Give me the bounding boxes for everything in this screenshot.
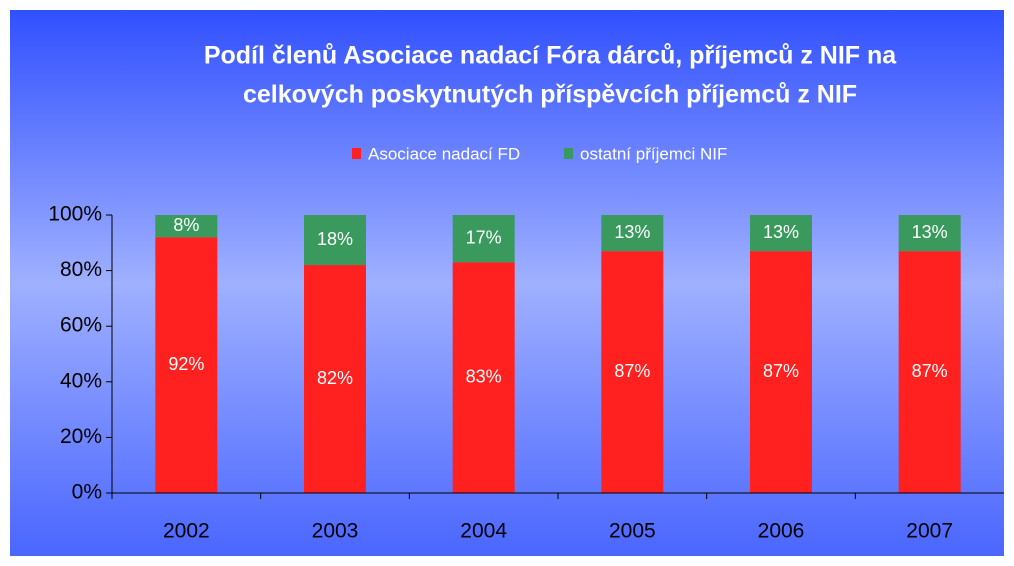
data-label: 87%	[614, 361, 650, 381]
x-tick-label: 2006	[758, 520, 805, 543]
x-tick-label: 2005	[609, 520, 656, 543]
data-label: 83%	[466, 366, 502, 386]
x-tick-label: 2007	[906, 520, 953, 543]
x-tick-label: 2004	[460, 520, 507, 543]
data-label: 13%	[912, 222, 948, 242]
bar-segment	[155, 237, 218, 493]
x-tick-label: 2003	[312, 520, 359, 543]
chart-title: celkových poskytnutých příspěvcích příje…	[243, 81, 857, 109]
bar-segment	[601, 251, 664, 493]
legend-label: Asociace nadací FD	[368, 144, 520, 163]
data-label: 92%	[168, 354, 204, 374]
y-tick-label: 20%	[60, 425, 102, 448]
data-label: 8%	[173, 215, 199, 235]
data-label: 17%	[466, 227, 502, 247]
bar-segment	[750, 215, 812, 252]
data-label: 82%	[317, 368, 353, 388]
bar-segment	[750, 251, 812, 493]
data-label: 13%	[614, 222, 650, 242]
legend-swatch	[564, 148, 573, 159]
y-tick-label: 0%	[72, 481, 102, 504]
y-tick-label: 60%	[60, 314, 102, 337]
bar-segment	[452, 215, 515, 263]
y-tick-label: 80%	[60, 258, 102, 281]
bar-segment	[452, 262, 515, 493]
data-label: 18%	[317, 229, 353, 249]
bar-segment	[601, 215, 664, 252]
chart-title: Podíl členů Asociace nadací Fóra dárců, …	[204, 42, 897, 70]
data-label: 87%	[912, 361, 948, 381]
bar-segment	[898, 251, 961, 493]
data-label: 13%	[763, 222, 799, 242]
bar-segment	[304, 265, 366, 493]
legend-label: ostatní příjemci NIF	[580, 144, 727, 163]
bar-segment	[155, 215, 218, 238]
x-tick-label: 2002	[163, 520, 210, 543]
bar-segment	[898, 215, 961, 252]
legend-swatch	[352, 148, 361, 159]
bar-segment	[304, 215, 366, 266]
y-tick-label: 40%	[60, 369, 102, 392]
y-tick-label: 100%	[48, 203, 102, 226]
data-label: 87%	[763, 361, 799, 381]
